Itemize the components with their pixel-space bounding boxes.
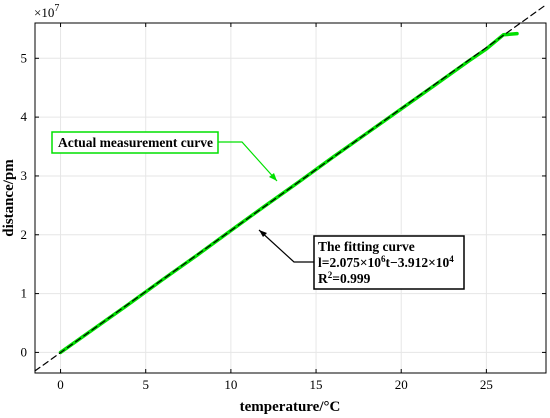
series-layer: [34, 4, 547, 372]
fit-equation-exp-2: 4: [449, 254, 454, 264]
plot-frame: [34, 22, 547, 374]
y-multiplier-exponent: 7: [54, 3, 59, 14]
measurement-label: Actual measurement curve: [58, 135, 213, 150]
y-multiplier: ×107: [34, 3, 59, 20]
y-grid: [35, 57, 546, 353]
x-axis-title: temperature/°C: [240, 399, 341, 415]
fit-equation-part-2: t−3.912×10: [386, 255, 450, 270]
fit-equation-part-1: l=2.075×10: [318, 255, 381, 270]
plot-area: [35, 23, 546, 373]
y-axis-title: distance/pm: [1, 159, 17, 237]
fit-r2-base: R: [318, 271, 328, 286]
y-tick-label: 5: [21, 50, 28, 65]
fit-arrow-line: [258, 229, 314, 263]
fit-label-box: [313, 235, 465, 290]
fit-annotation: The fitting curve l=2.075×106t−3.912×104…: [258, 229, 465, 290]
y-tick-label: 1: [21, 286, 28, 301]
y-ticks: 0 1 2 3 4 5: [21, 50, 546, 359]
measurement-annotation: Actual measurement curve: [51, 131, 278, 182]
x-ticks: 0 5 10 15 20 25: [57, 23, 493, 392]
y-tick-label: 0: [21, 344, 28, 359]
x-tick-label: 20: [395, 377, 408, 392]
fit-equation: l=2.075×106t−3.912×104: [318, 254, 454, 270]
x-tick-label: 15: [310, 377, 323, 392]
y-multiplier-base: ×10: [34, 5, 54, 20]
x-tick-label: 25: [480, 377, 493, 392]
fit-arrow-head: [259, 230, 267, 237]
x-tick-label: 0: [57, 377, 64, 392]
fit-r2-exp: 2: [328, 270, 333, 280]
x-grid: [60, 23, 487, 373]
fit-equation-exp-1: 6: [381, 254, 386, 264]
fit-r2-value: =0.999: [332, 271, 370, 286]
measurement-arrow-head: [269, 173, 277, 181]
y-tick-label: 2: [21, 227, 28, 242]
fitting-curve-line: [34, 4, 547, 372]
y-tick-label: 4: [21, 109, 28, 124]
fit-r2: R2=0.999: [318, 270, 371, 286]
measurement-arrow-line: [218, 141, 278, 182]
x-tick-label: 10: [224, 377, 237, 392]
fit-title: The fitting curve: [318, 239, 415, 254]
x-tick-label: 5: [142, 377, 149, 392]
y-tick-label: 3: [21, 168, 28, 183]
